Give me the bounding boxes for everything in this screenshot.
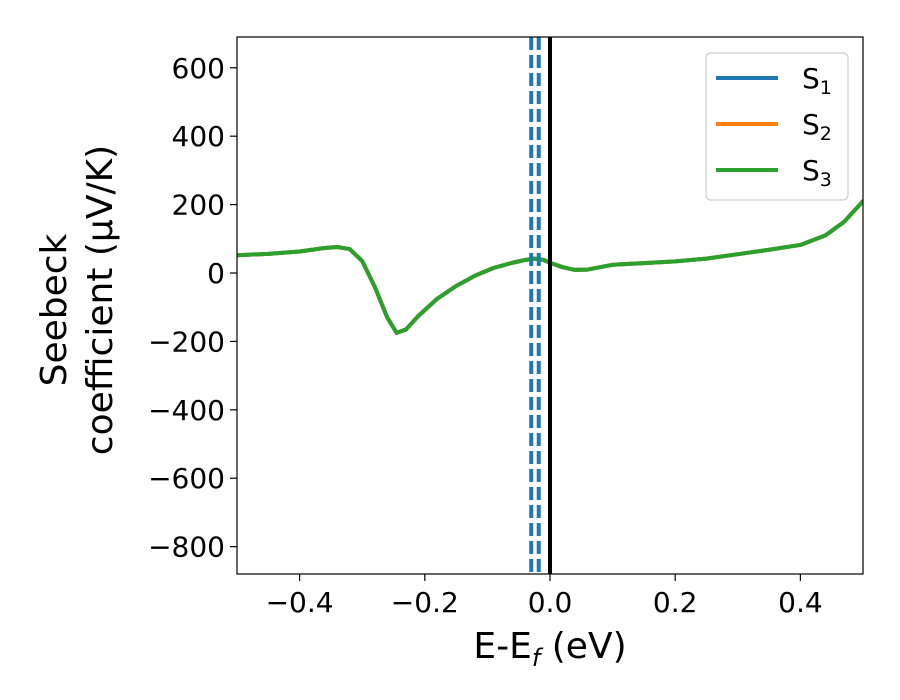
y-tick-label: −400 — [148, 394, 225, 427]
legend-entry-s1: S1 — [716, 62, 832, 99]
y-tick-label: −200 — [148, 325, 225, 358]
legend-label-s1-main: S — [802, 62, 820, 95]
legend-label-s2: S2 — [802, 108, 832, 145]
legend-entry-s2: S2 — [716, 108, 832, 145]
legend-label-s2-main: S — [802, 108, 820, 141]
x-tick-label: 0.0 — [528, 586, 573, 619]
x-axis-label-suffix: (eV) — [540, 626, 626, 667]
y-tick-label: 400 — [172, 120, 225, 153]
x-tick-label: 0.4 — [778, 586, 823, 619]
legend: S1 S2 S3 — [705, 52, 849, 201]
legend-entry-s3: S3 — [716, 154, 832, 191]
legend-label-s3-sub: 3 — [820, 169, 832, 191]
y-tick-label: −600 — [148, 462, 225, 495]
x-axis-label: E-Ef (eV) — [473, 626, 626, 672]
x-tick-label: 0.2 — [653, 586, 698, 619]
x-axis-ticks: −0.4 −0.2 0.0 0.2 0.4 — [266, 574, 823, 619]
vertical-lines — [529, 37, 552, 574]
legend-label-s1: S1 — [802, 62, 832, 99]
legend-label-s1-sub: 1 — [820, 77, 832, 99]
y-axis-label-line2: coefficient (μV/K) — [80, 145, 121, 455]
y-axis-label-line1: Seebeck — [34, 233, 75, 386]
legend-label-s3-main: S — [802, 154, 820, 187]
y-tick-label: 0 — [207, 257, 225, 290]
series-layer — [237, 199, 863, 335]
y-tick-label: −800 — [148, 531, 225, 564]
x-tick-label: −0.4 — [266, 586, 334, 619]
legend-label-s2-sub: 2 — [820, 123, 832, 145]
legend-label-s3: S3 — [802, 154, 832, 191]
series-line-s3 — [237, 199, 863, 335]
y-axis-ticks: 600 400 200 0 −200 −400 −600 −800 — [148, 52, 237, 564]
y-tick-label: 600 — [172, 52, 225, 85]
x-tick-label: −0.2 — [391, 586, 459, 619]
legend-box — [705, 52, 849, 201]
y-tick-label: 200 — [172, 189, 225, 222]
x-axis-label-main: E-E — [473, 626, 531, 667]
